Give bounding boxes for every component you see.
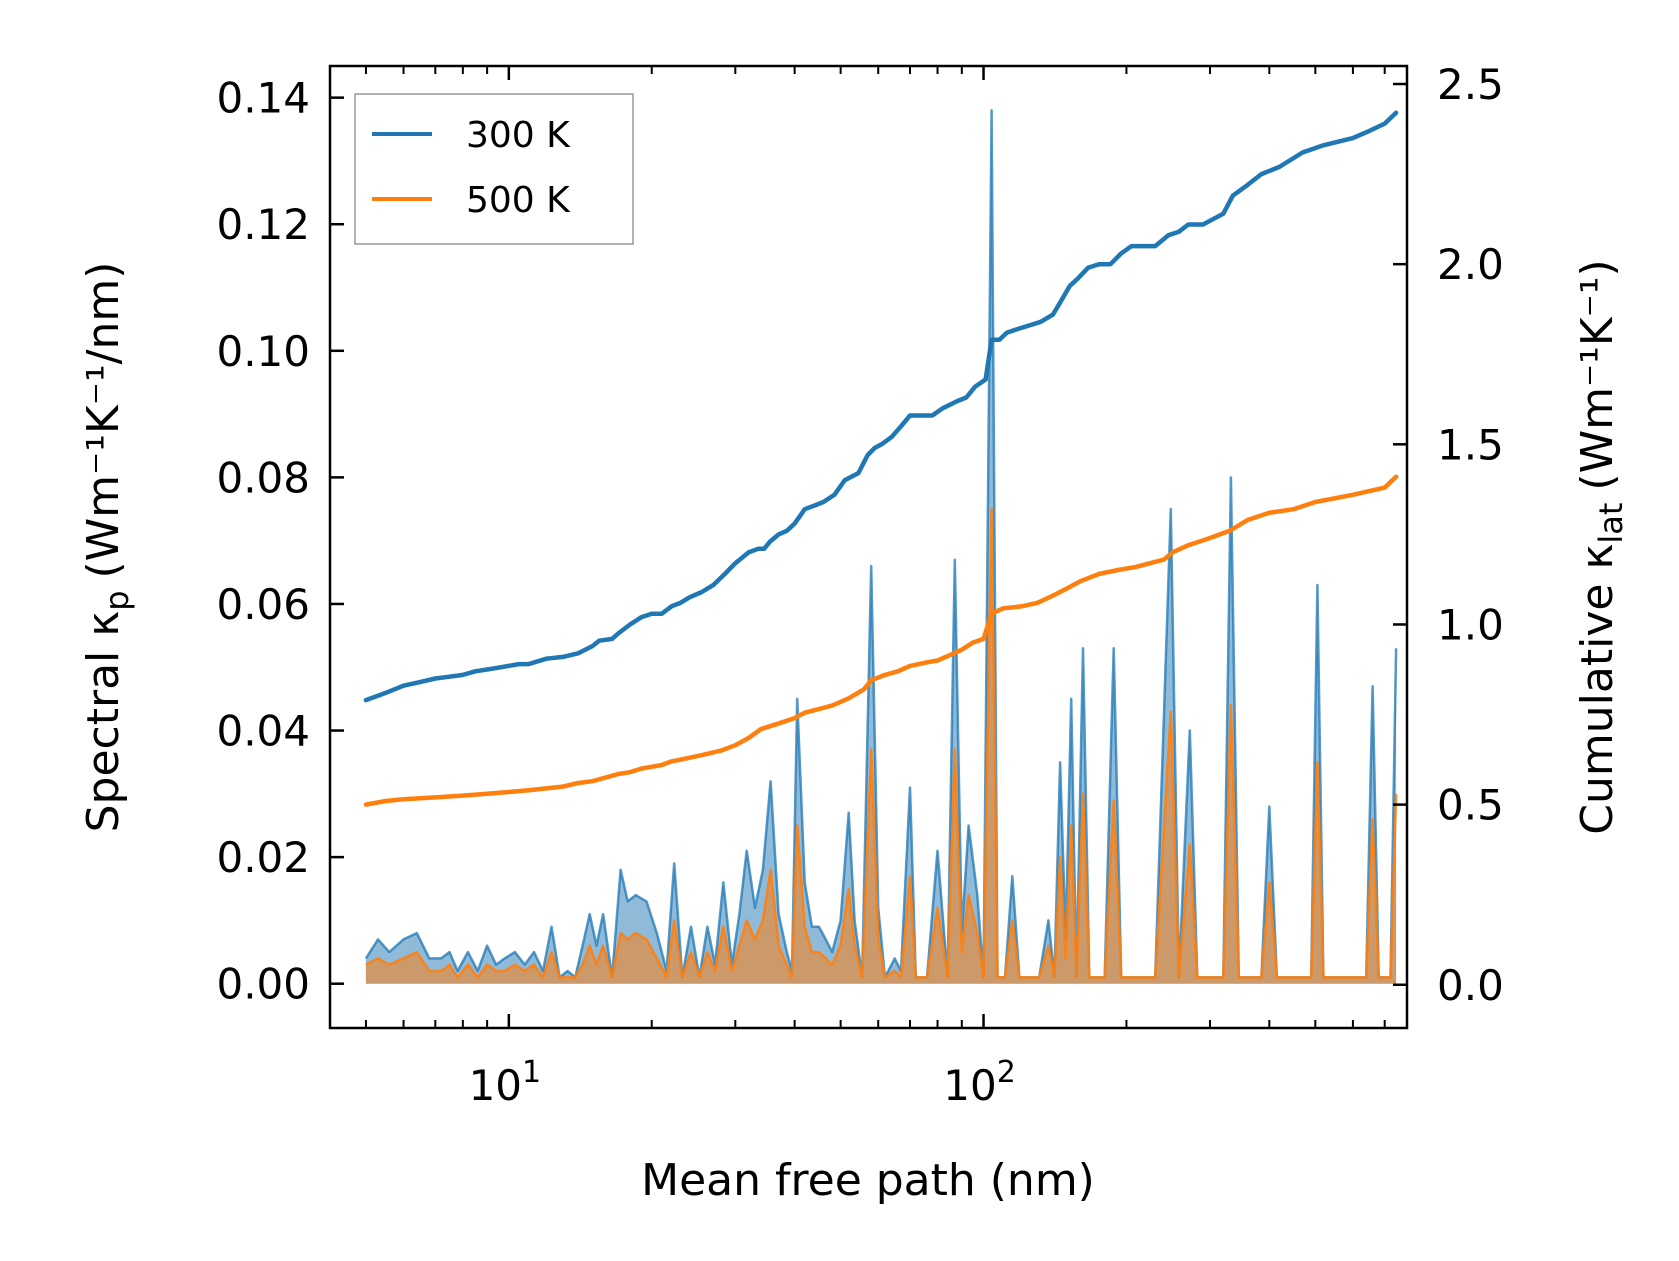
spectral-line-500k	[365, 507, 1398, 979]
left-y-tick-label-0.08: 0.08	[216, 453, 310, 502]
ticks-layer: 0.00 0.02 0.04 0.06 0.08 0.10 0.12 0.14 0.0 0.5 1.…	[216, 60, 1503, 1110]
legend-label-500k: 500 K	[466, 180, 571, 221]
right-y-tick-label-0.0: 0.0	[1437, 961, 1504, 1010]
right-y-tick-label-1.0: 1.0	[1437, 600, 1504, 649]
left-y-tick-label-0.04: 0.04	[216, 707, 310, 756]
plot-frame	[328, 64, 1409, 1030]
left-y-tick-label-0.06: 0.06	[216, 580, 310, 629]
left-axis-title-unit: (Wm⁻¹K⁻¹/nm)	[78, 262, 129, 579]
right-axis-title-main: Cumulative κ	[1572, 544, 1623, 835]
right-axis-title: Cumulative κlat (Wm⁻¹K⁻¹)	[1572, 259, 1630, 834]
x-tick-label-base: 10	[469, 1061, 522, 1110]
right-y-tick-label-2.5: 2.5	[1437, 60, 1504, 109]
left-axis-title-sub: p	[98, 590, 136, 610]
right-y-tick-label-2.0: 2.0	[1437, 240, 1504, 289]
x-tick-label-10: 101	[469, 1055, 542, 1110]
left-y-tick-label-0.10: 0.10	[216, 327, 310, 376]
left-y-tick-label-0.02: 0.02	[216, 833, 310, 882]
cumulative-layer	[363, 110, 1399, 807]
left-axis-title: Spectral κp (Wm⁻¹K⁻¹/nm)	[78, 262, 136, 833]
x-tick-label-exponent: 1	[522, 1055, 541, 1090]
left-y-tick-label-0.12: 0.12	[216, 200, 310, 249]
spectral-layer	[364, 109, 1398, 984]
x-axis-title: Mean free path (nm)	[641, 1155, 1095, 1206]
x-tick-label-exponent: 2	[997, 1055, 1016, 1090]
legend-label-300k: 300 K	[466, 115, 571, 156]
legend-box	[354, 93, 634, 245]
legend: 300 K 500 K	[354, 93, 634, 245]
x-tick-label-base: 10	[943, 1061, 996, 1110]
left-y-tick-label-0.00: 0.00	[216, 960, 310, 1009]
left-y-tick-label-0.14: 0.14	[216, 74, 310, 123]
right-y-tick-label-1.5: 1.5	[1437, 420, 1504, 469]
left-axis-title-main: Spectral κ	[78, 611, 129, 833]
cumulative-line-500k	[363, 474, 1399, 807]
right-axis-title-sub: lat	[1592, 503, 1630, 544]
right-y-tick-label-0.5: 0.5	[1437, 781, 1504, 830]
right-axis-title-unit: (Wm⁻¹K⁻¹)	[1572, 259, 1623, 490]
x-tick-label-100: 102	[943, 1055, 1016, 1110]
cumulative-line-300k	[363, 110, 1399, 703]
